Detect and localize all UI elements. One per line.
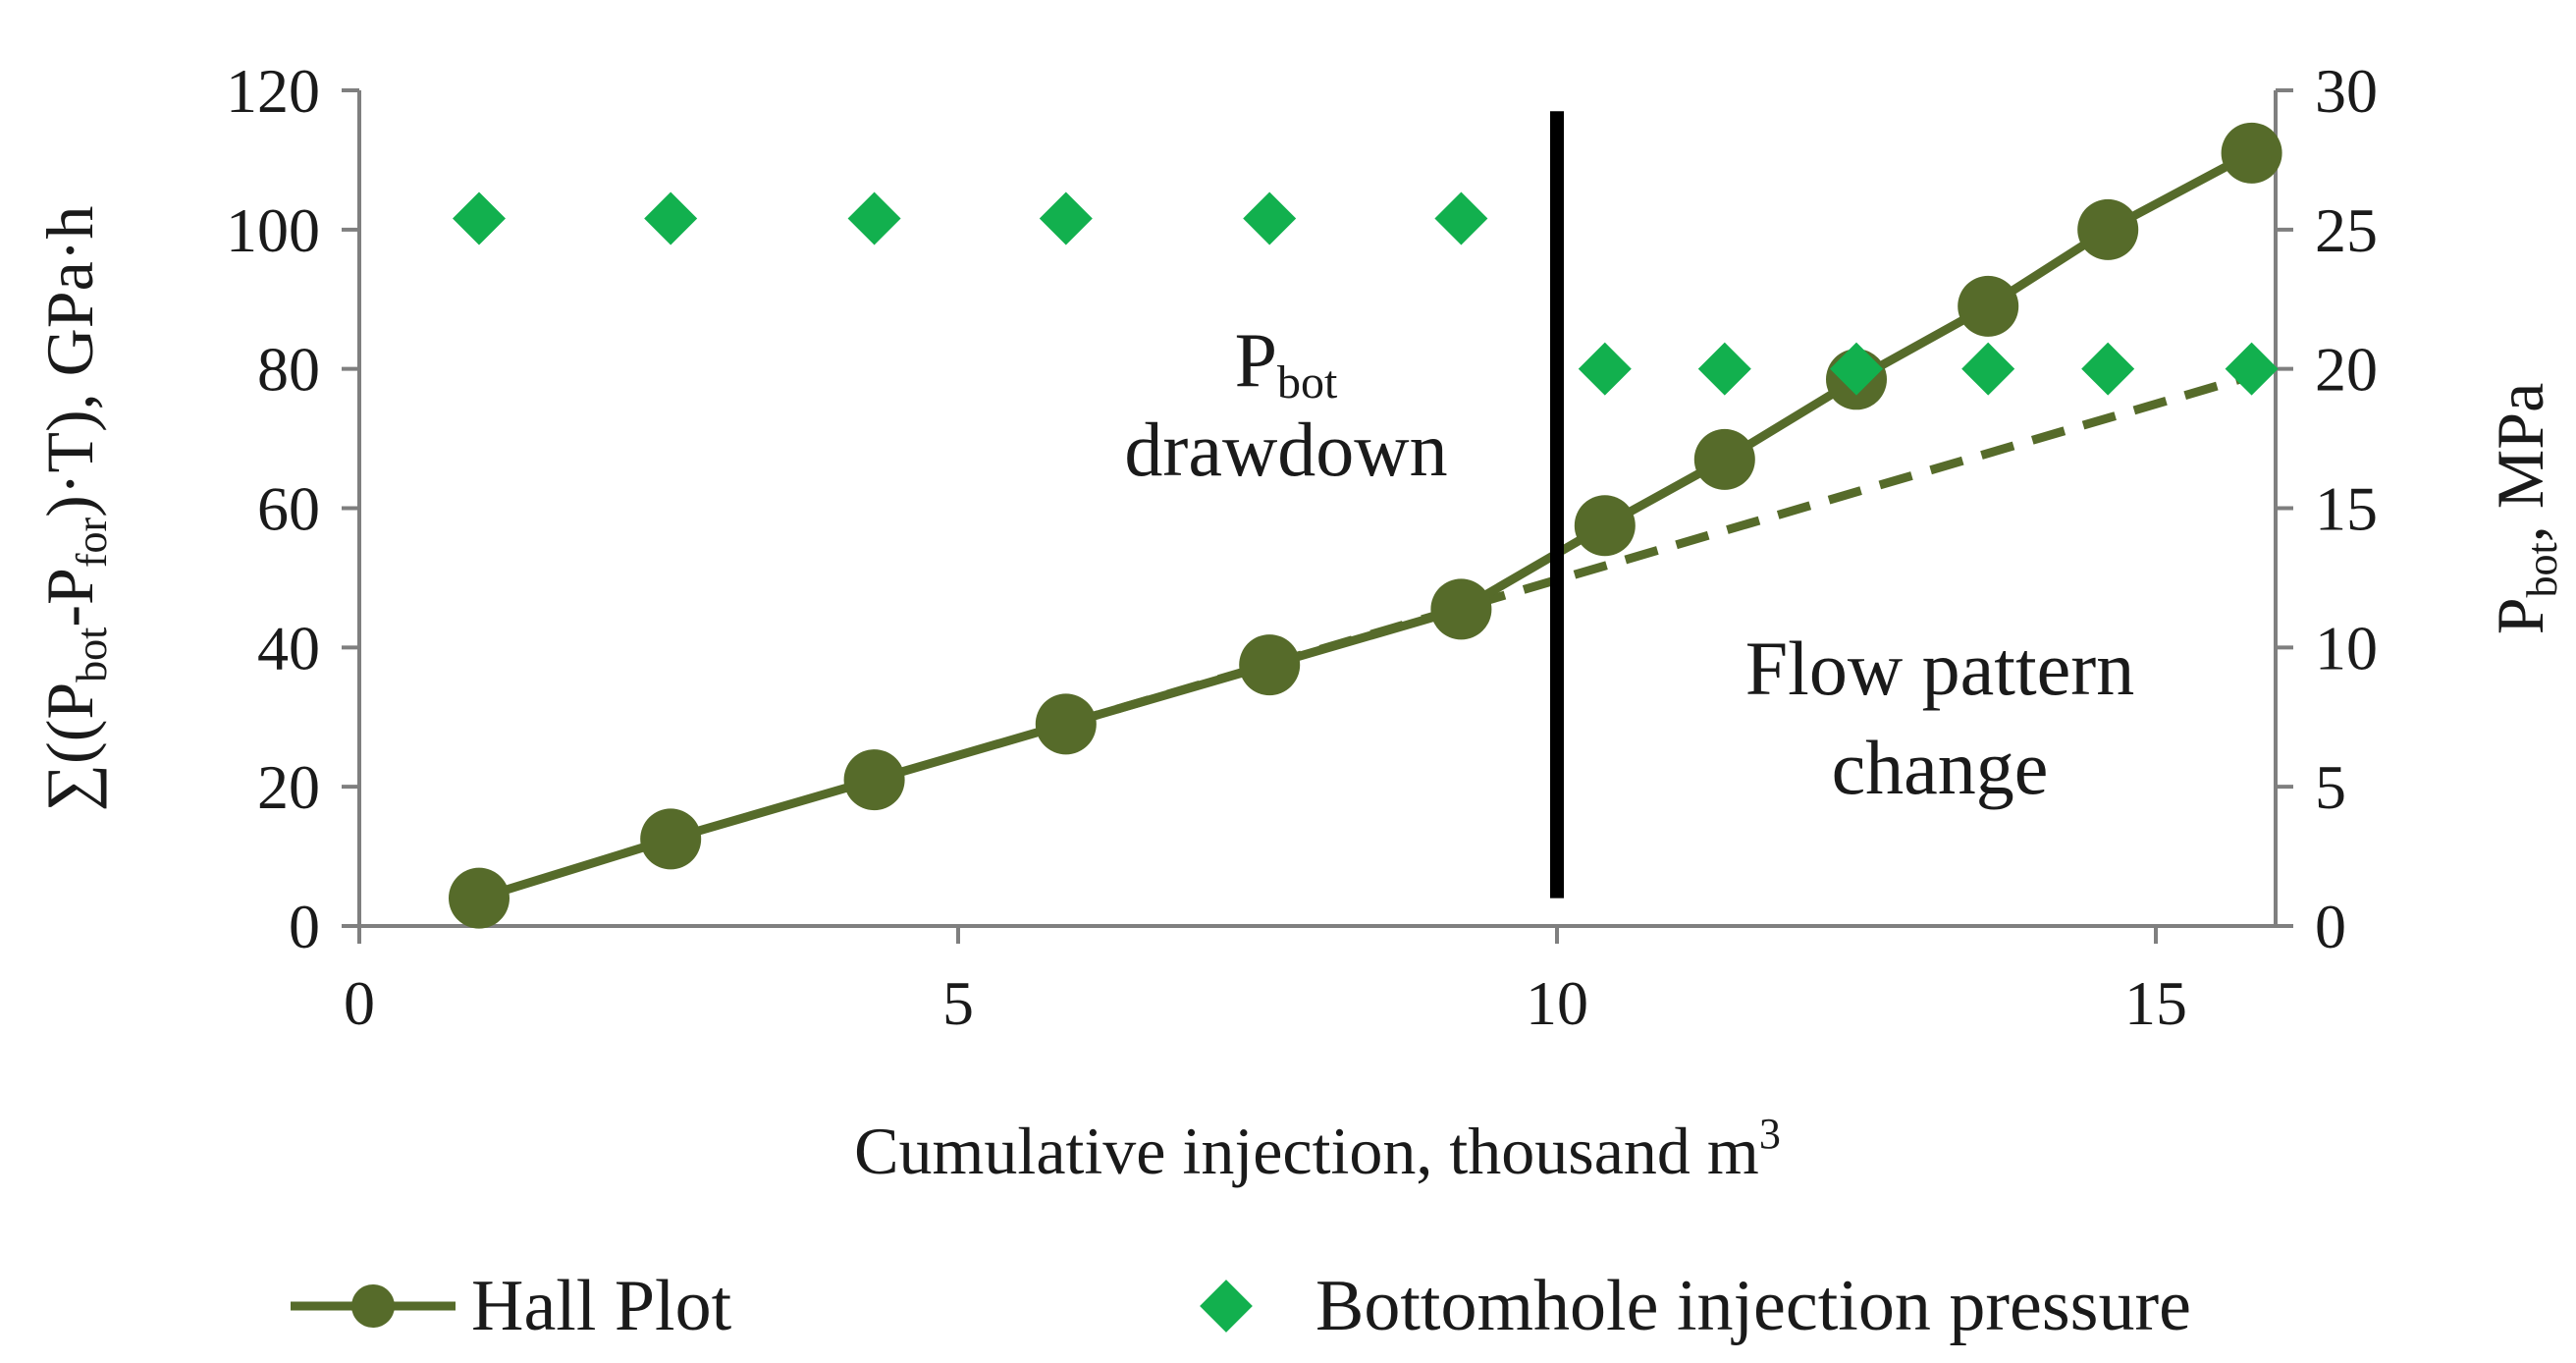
- x-tick-label: 10: [1526, 968, 1588, 1038]
- y-left-title-sub1: bot: [68, 627, 116, 682]
- legend: Hall Plot Bottomhole injection pressure: [291, 1266, 2191, 1346]
- annotation-drawdown: drawdown: [1124, 407, 1447, 492]
- annotation-pbot-main: P: [1235, 317, 1277, 403]
- x-axis-title-sup: 3: [1759, 1110, 1781, 1158]
- y-right-tick-label: 20: [2315, 335, 2378, 405]
- pressure-point: [2225, 342, 2279, 396]
- pressure-point: [644, 191, 698, 245]
- trend-line-dashed: [1064, 371, 2253, 729]
- tick-marks: [342, 88, 2293, 944]
- hall-plot-point: [640, 808, 702, 870]
- hall-plot-point: [2221, 122, 2282, 184]
- x-axis-title: Cumulative injection, thousand m3: [854, 1110, 1781, 1188]
- x-tick-label: 5: [942, 968, 974, 1038]
- y-left-title-mid: -P: [32, 568, 107, 627]
- hall-plot-point: [1239, 634, 1301, 696]
- pressure-point: [1243, 191, 1297, 245]
- annotation-change: change: [1832, 725, 2049, 810]
- y-right-tick-label: 30: [2315, 56, 2378, 126]
- pressure-point: [1578, 342, 1632, 396]
- legend-pressure-label: Bottomhole injection pressure: [1315, 1266, 2191, 1346]
- y-left-tick-label: 100: [226, 195, 320, 265]
- legend-hall-label: Hall Plot: [471, 1266, 732, 1346]
- y-left-title-prefix: ∑((P: [32, 682, 107, 812]
- pressure-point: [847, 191, 901, 245]
- pressure-series: [453, 191, 2279, 396]
- y-right-tick-label: 25: [2315, 195, 2378, 265]
- annotation-pbot-label: Pbot: [1235, 317, 1338, 409]
- annotation-flow-pattern: Flow pattern: [1745, 626, 2134, 711]
- y-left-tick-label: 0: [289, 892, 320, 961]
- y-right-title-prefix: P: [2483, 597, 2557, 634]
- tick-labels: 0 5 10 15 0 20 40 60 80 100 120 0 5 10 15 20 25 30: [226, 56, 2378, 1038]
- x-tick-label: 15: [2124, 968, 2187, 1038]
- hall-plot-point: [1430, 578, 1492, 640]
- y-right-tick-label: 10: [2315, 613, 2378, 682]
- hall-plot-point: [2077, 198, 2139, 260]
- y-axis-right-title: Pbot, MPa: [2483, 383, 2566, 635]
- y-left-tick-label: 20: [257, 752, 320, 822]
- pressure-point: [2081, 342, 2135, 396]
- y-left-tick-label: 40: [257, 613, 320, 682]
- y-left-tick-label: 80: [257, 335, 320, 405]
- hall-plot-point: [1574, 495, 1636, 557]
- hall-plot-point: [1693, 428, 1755, 490]
- y-right-tick-label: 5: [2315, 752, 2346, 822]
- y-left-tick-label: 120: [226, 56, 320, 126]
- x-tick-label: 0: [344, 968, 375, 1038]
- legend-item-hall-plot: Hall Plot: [291, 1266, 732, 1346]
- hall-plot-point: [449, 867, 510, 929]
- y-axis-left-title: ∑((Pbot-Pfor)·T), GPa·h: [32, 206, 116, 812]
- y-right-title-suffix: , MPa: [2483, 383, 2557, 542]
- y-left-tick-label: 60: [257, 474, 320, 544]
- y-right-title-sub: bot: [2518, 542, 2566, 597]
- pressure-point: [1961, 342, 2015, 396]
- y-left-title-sub2: for: [68, 517, 116, 568]
- hall-plot-series: [449, 122, 2282, 929]
- pressure-point: [1434, 191, 1488, 245]
- annotation-pbot-sub: bot: [1277, 356, 1338, 409]
- x-axis-title-main: Cumulative injection, thousand m: [854, 1114, 1759, 1188]
- pressure-point: [1830, 342, 1883, 396]
- y-right-tick-label: 0: [2315, 892, 2346, 961]
- legend-hall-marker: [351, 1284, 395, 1328]
- legend-item-pressure: Bottomhole injection pressure: [1200, 1266, 2191, 1346]
- legend-pressure-marker: [1200, 1280, 1253, 1333]
- trend-line-layer: [1064, 371, 2253, 729]
- hall-plot-point: [843, 749, 905, 811]
- pressure-point: [1697, 342, 1751, 396]
- pressure-point: [1039, 191, 1093, 245]
- hall-plot-point: [1958, 275, 2019, 337]
- hall-plot-point: [1035, 693, 1097, 755]
- y-right-tick-label: 15: [2315, 474, 2378, 544]
- y-left-title-suffix: )·T), GPa·h: [32, 206, 107, 518]
- pressure-point: [453, 191, 506, 245]
